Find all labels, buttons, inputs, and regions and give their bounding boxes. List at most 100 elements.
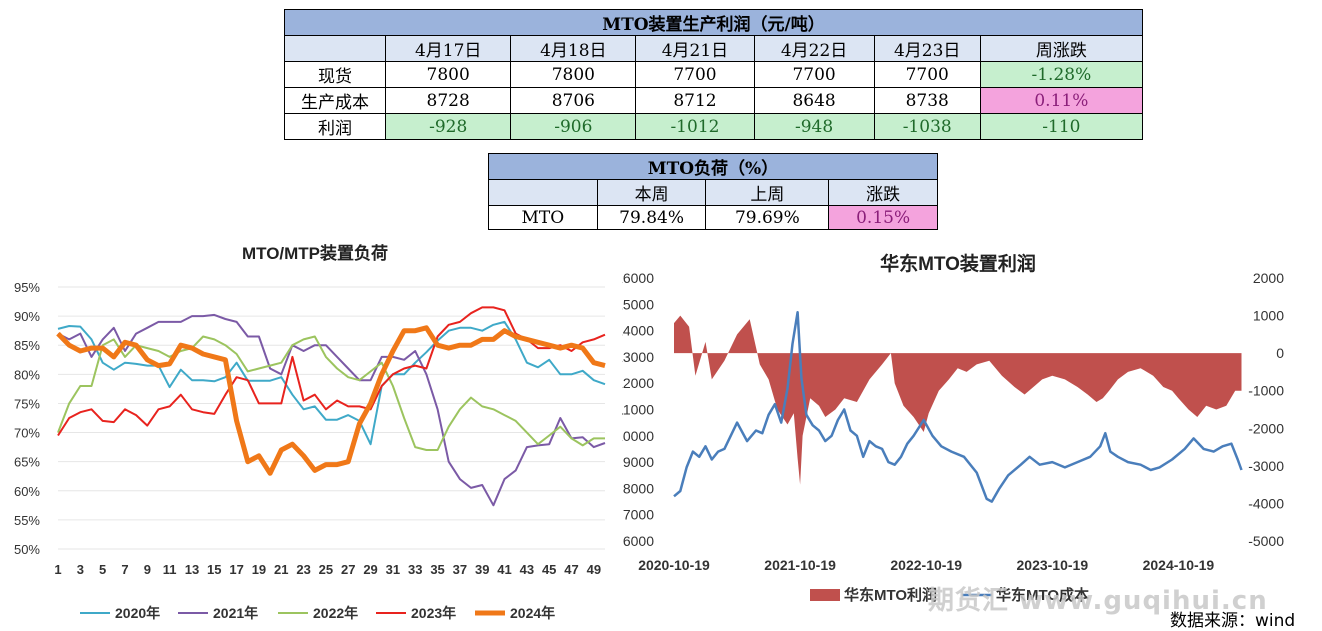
header-cell: 周涨跌 — [979, 35, 1144, 62]
x-tick-label: 2021-10-19 — [764, 557, 836, 573]
x-tick-label: 29 — [363, 562, 377, 577]
cell: 8728 — [385, 87, 512, 114]
x-tick-label: 25 — [319, 562, 333, 577]
header-cell: 4月23日 — [873, 35, 981, 62]
cell: -928 — [385, 113, 512, 140]
right-tick-label: -3000 — [1248, 458, 1284, 474]
x-tick-label: 31 — [386, 562, 400, 577]
left-tick-label: 8000 — [623, 480, 654, 496]
row-label: 现货 — [283, 61, 387, 88]
cell: 79.69% — [705, 205, 830, 230]
profit-area — [674, 315, 1242, 485]
profit-area-chart: 华东MTO装置利润 600070008000900010000110001200… — [622, 252, 1284, 604]
x-tick-label: 3 — [77, 562, 84, 577]
x-tick-label: 1 — [54, 562, 61, 577]
x-tick-label: 23 — [296, 562, 310, 577]
load-table: MTO负荷（%） 本周 上周 涨跌 MTO 79.84% 79.69% 0.15… — [488, 153, 938, 230]
x-tick-label: 13 — [185, 562, 199, 577]
header-cell: 4月17日 — [385, 35, 512, 62]
left-tick-label: 9000 — [623, 454, 654, 470]
left-tick-label: 7000 — [623, 507, 654, 523]
cell: -1038 — [873, 113, 981, 140]
cell: 8648 — [753, 87, 875, 114]
header-cell: 本周 — [596, 179, 707, 206]
x-tick-label: 7 — [121, 562, 128, 577]
cell: 79.84% — [596, 205, 707, 230]
right-tick-label: -4000 — [1248, 495, 1284, 511]
x-tick-label: 37 — [453, 562, 467, 577]
x-tick-label: 39 — [475, 562, 489, 577]
x-tick-label: 2024-10-19 — [1143, 557, 1215, 573]
change-cell: -110 — [979, 113, 1144, 140]
x-tick-label: 35 — [430, 562, 444, 577]
profit-table-title: MTO装置生产利润（元/吨） — [284, 9, 1143, 36]
y-tick-label: 65% — [14, 455, 40, 470]
load-table-header: 本周 上周 涨跌 — [488, 179, 938, 206]
table-row: MTO 79.84% 79.69% 0.15% — [488, 205, 938, 230]
x-tick-label: 5 — [99, 562, 106, 577]
y-tick-label: 95% — [14, 280, 40, 295]
left-tick-label: 13000 — [622, 349, 654, 365]
right-tick-label: 0 — [1276, 345, 1284, 361]
y-tick-label: 85% — [14, 338, 40, 353]
y-tick-label: 60% — [14, 484, 40, 499]
cell: 8706 — [510, 87, 637, 114]
watermark: 期货汇 www.guqihui.cn — [928, 586, 1268, 616]
header-cell: 上周 — [705, 179, 830, 206]
x-tick-label: 15 — [207, 562, 221, 577]
row-label: MTO — [488, 205, 598, 230]
legend-label: 2020年 — [115, 605, 160, 621]
right-tick-label: -5000 — [1248, 533, 1284, 549]
header-cell — [283, 35, 387, 62]
header-cell: 4月21日 — [635, 35, 755, 62]
cell: 7800 — [385, 61, 512, 88]
legend-label: 2023年 — [411, 605, 456, 621]
series-line — [56, 325, 606, 476]
cell: 8738 — [873, 87, 981, 114]
y-tick-label: 75% — [14, 396, 40, 411]
left-tick-label: 16000 — [622, 270, 654, 286]
cell: 7700 — [873, 61, 981, 88]
x-tick-label: 47 — [564, 562, 578, 577]
x-tick-label: 49 — [587, 562, 601, 577]
header-cell: 4月22日 — [753, 35, 875, 62]
load-table-title: MTO负荷（%） — [488, 153, 938, 180]
change-cell: -1.28% — [979, 61, 1144, 88]
header-cell: 涨跌 — [828, 179, 938, 206]
chart-title: MTO/MTP装置负荷 — [242, 243, 388, 263]
x-tick-label: 2022-10-19 — [890, 557, 962, 573]
load-line-chart: MTO/MTP装置负荷 50% 55% 60% 65% 70% 75% 80% 85% 90% 9… — [14, 243, 606, 621]
y-tick-label: 70% — [14, 426, 40, 441]
table-row: 利润 -928 -906 -1012 -948 -1038 -110 — [283, 113, 1144, 140]
series-line — [57, 306, 606, 437]
right-tick-label: 1000 — [1253, 308, 1284, 324]
x-tick-label: 11 — [163, 562, 177, 577]
y-tick-label: 55% — [14, 513, 40, 528]
right-tick-label: -2000 — [1248, 420, 1284, 436]
x-tick-label: 2023-10-19 — [1017, 557, 1089, 573]
x-tick-label: 2020-10-19 — [638, 557, 710, 573]
legend-swatch — [810, 589, 840, 601]
legend-label: 2021年 — [213, 605, 258, 621]
x-tick-label: 41 — [497, 562, 511, 577]
left-tick-label: 14000 — [622, 323, 654, 339]
x-tick-label: 27 — [341, 562, 355, 577]
row-label: 生产成本 — [283, 87, 387, 114]
cell: 7700 — [753, 61, 875, 88]
x-tick-label: 9 — [144, 562, 151, 577]
left-tick-label: 15000 — [622, 296, 654, 312]
cell: 7700 — [635, 61, 755, 88]
series-line — [57, 313, 606, 507]
profit-table: MTO装置生产利润（元/吨） 4月17日 4月18日 4月21日 4月22日 4… — [283, 9, 1144, 140]
x-tick-label: 43 — [520, 562, 534, 577]
cost-line — [673, 310, 1243, 503]
x-tick-label: 33 — [408, 562, 422, 577]
chart-title: 华东MTO装置利润 — [880, 252, 1036, 275]
series-line — [57, 335, 605, 451]
left-tick-label: 11000 — [622, 402, 654, 418]
legend-label: 2022年 — [313, 605, 358, 621]
cell: -948 — [753, 113, 875, 140]
x-tick-label: 45 — [542, 562, 556, 577]
header-cell — [488, 179, 598, 206]
change-cell: 0.11% — [979, 87, 1144, 114]
